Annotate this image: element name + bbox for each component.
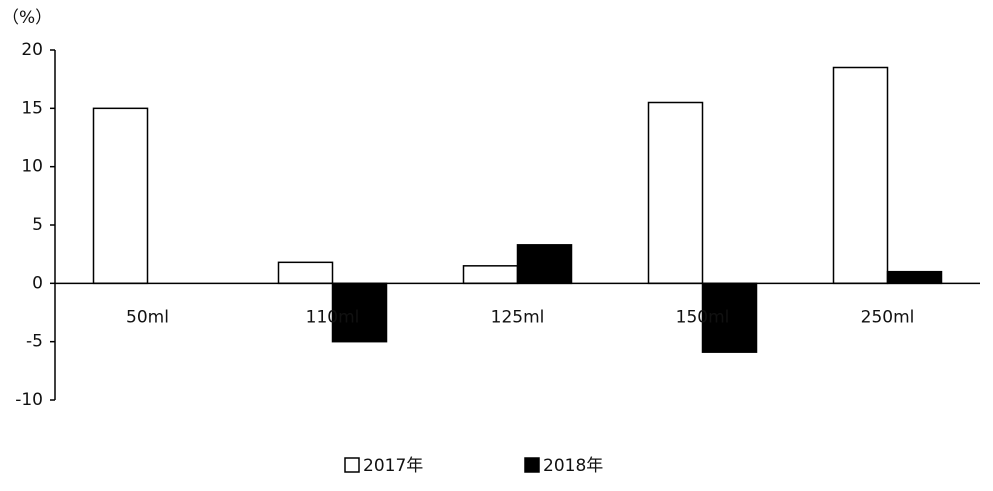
y-tick-label: -10 (15, 390, 43, 410)
bar (331, 282, 388, 343)
x-tick-label: 125ml (491, 307, 545, 327)
y-tick-label: 5 (32, 215, 43, 235)
bar (277, 261, 334, 285)
legend-label: 2017年 (363, 456, 423, 476)
y-tick-label: 0 (32, 273, 43, 293)
x-tick-label: 50ml (126, 307, 169, 327)
bar (886, 270, 943, 285)
y-axis-label: （%） (2, 8, 52, 28)
bar (832, 66, 889, 285)
bar (462, 265, 519, 285)
legend-swatch (524, 457, 540, 473)
y-tick-label: 15 (21, 98, 43, 118)
y-tick-label: 20 (21, 40, 43, 60)
bar (516, 244, 573, 285)
legend-label: 2018年 (543, 456, 603, 476)
bar (647, 101, 704, 285)
y-tick-label: -5 (26, 332, 43, 352)
bar (701, 282, 758, 353)
x-tick-label: 250ml (861, 307, 915, 327)
x-tick-label: 110ml (306, 307, 360, 327)
x-tick-label: 150ml (676, 307, 730, 327)
y-tick-label: 10 (21, 157, 43, 177)
legend-swatch (344, 457, 360, 473)
bar (92, 107, 149, 285)
